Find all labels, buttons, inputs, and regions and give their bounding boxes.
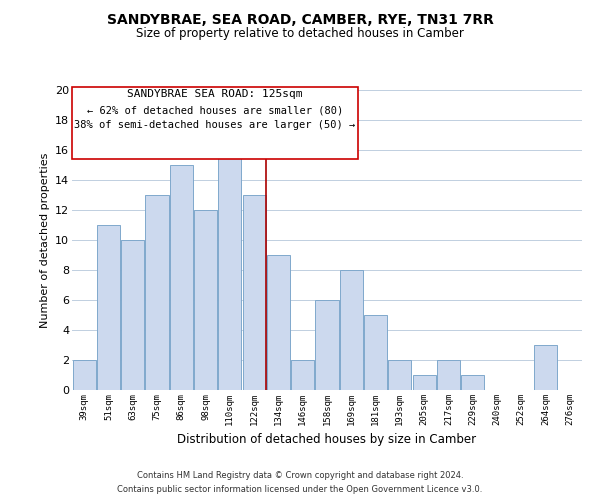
Bar [73, 360, 95, 390]
Bar [364, 315, 387, 390]
Bar [340, 270, 363, 390]
Bar [242, 195, 266, 390]
Bar [437, 360, 460, 390]
Y-axis label: Number of detached properties: Number of detached properties [40, 152, 50, 328]
Text: Contains public sector information licensed under the Open Government Licence v3: Contains public sector information licen… [118, 484, 482, 494]
Bar [291, 360, 314, 390]
Bar [121, 240, 144, 390]
Bar [534, 345, 557, 390]
Text: SANDYBRAE, SEA ROAD, CAMBER, RYE, TN31 7RR: SANDYBRAE, SEA ROAD, CAMBER, RYE, TN31 7… [107, 12, 493, 26]
Bar [145, 195, 169, 390]
Bar [218, 150, 241, 390]
Bar [316, 300, 338, 390]
Bar [461, 375, 484, 390]
Text: SANDYBRAE SEA ROAD: 125sqm: SANDYBRAE SEA ROAD: 125sqm [127, 89, 302, 99]
Text: ← 62% of detached houses are smaller (80): ← 62% of detached houses are smaller (80… [86, 105, 343, 115]
Bar [267, 255, 290, 390]
Bar [413, 375, 436, 390]
Bar [97, 225, 120, 390]
Text: Contains HM Land Registry data © Crown copyright and database right 2024.: Contains HM Land Registry data © Crown c… [137, 472, 463, 480]
Text: Size of property relative to detached houses in Camber: Size of property relative to detached ho… [136, 28, 464, 40]
Bar [388, 360, 412, 390]
Text: 38% of semi-detached houses are larger (50) →: 38% of semi-detached houses are larger (… [74, 120, 355, 130]
Bar [194, 210, 217, 390]
Bar [170, 165, 193, 390]
X-axis label: Distribution of detached houses by size in Camber: Distribution of detached houses by size … [178, 434, 476, 446]
